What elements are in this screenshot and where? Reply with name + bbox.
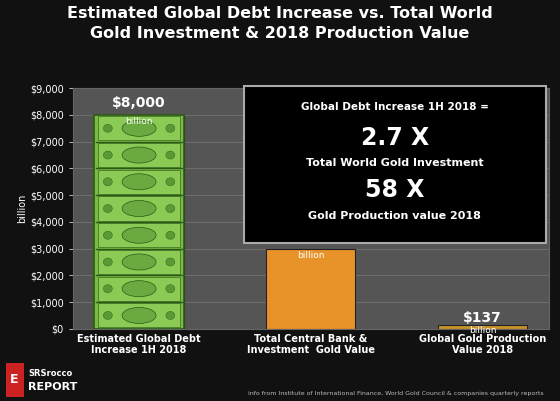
Ellipse shape bbox=[166, 285, 175, 293]
Text: Global Debt Increase 1H 2018 =: Global Debt Increase 1H 2018 = bbox=[301, 102, 489, 112]
Bar bbox=[438, 325, 527, 329]
Text: SRSrocco: SRSrocco bbox=[28, 369, 72, 378]
Ellipse shape bbox=[104, 178, 113, 186]
Text: E: E bbox=[11, 373, 19, 387]
Ellipse shape bbox=[122, 200, 156, 217]
Ellipse shape bbox=[104, 312, 113, 320]
Bar bbox=[266, 249, 356, 329]
FancyBboxPatch shape bbox=[98, 223, 180, 247]
Ellipse shape bbox=[122, 281, 156, 297]
Ellipse shape bbox=[166, 205, 175, 213]
Ellipse shape bbox=[166, 178, 175, 186]
Ellipse shape bbox=[104, 258, 113, 266]
Ellipse shape bbox=[166, 151, 175, 159]
Ellipse shape bbox=[166, 258, 175, 266]
Text: REPORT: REPORT bbox=[28, 383, 77, 393]
Text: billion: billion bbox=[469, 326, 496, 334]
Text: billion: billion bbox=[297, 251, 325, 260]
Text: Estimated Global Debt Increase vs. Total World: Estimated Global Debt Increase vs. Total… bbox=[67, 6, 493, 21]
Ellipse shape bbox=[104, 124, 113, 132]
FancyBboxPatch shape bbox=[98, 170, 180, 194]
FancyBboxPatch shape bbox=[98, 116, 180, 140]
FancyBboxPatch shape bbox=[98, 250, 180, 274]
Ellipse shape bbox=[104, 231, 113, 239]
Text: Gold Investment & 2018 Production Value: Gold Investment & 2018 Production Value bbox=[90, 26, 470, 41]
Text: Total World Gold Investment: Total World Gold Investment bbox=[306, 158, 484, 168]
FancyBboxPatch shape bbox=[98, 277, 180, 301]
Ellipse shape bbox=[122, 227, 156, 243]
FancyBboxPatch shape bbox=[98, 196, 180, 221]
Text: billion: billion bbox=[125, 117, 153, 126]
FancyBboxPatch shape bbox=[98, 143, 180, 167]
FancyBboxPatch shape bbox=[98, 304, 180, 328]
Ellipse shape bbox=[122, 254, 156, 270]
Text: $137: $137 bbox=[463, 311, 502, 325]
Ellipse shape bbox=[166, 312, 175, 320]
Text: Gold Production value 2018: Gold Production value 2018 bbox=[309, 211, 481, 221]
Ellipse shape bbox=[122, 147, 156, 163]
Ellipse shape bbox=[122, 174, 156, 190]
Ellipse shape bbox=[166, 231, 175, 239]
Text: $8,000: $8,000 bbox=[112, 95, 166, 109]
Text: 58 X: 58 X bbox=[365, 178, 424, 203]
Ellipse shape bbox=[104, 151, 113, 159]
Text: 2.7 X: 2.7 X bbox=[361, 126, 429, 150]
Bar bbox=[95, 115, 184, 329]
Ellipse shape bbox=[122, 308, 156, 324]
Ellipse shape bbox=[122, 120, 156, 136]
Text: info from Institute of International Finance, World Gold Council & companies qua: info from Institute of International Fin… bbox=[248, 391, 543, 396]
Bar bbox=[95, 115, 184, 329]
Ellipse shape bbox=[104, 285, 113, 293]
Ellipse shape bbox=[104, 205, 113, 213]
Text: $3,000: $3,000 bbox=[284, 229, 338, 243]
Y-axis label: billion: billion bbox=[17, 194, 27, 223]
Ellipse shape bbox=[166, 124, 175, 132]
